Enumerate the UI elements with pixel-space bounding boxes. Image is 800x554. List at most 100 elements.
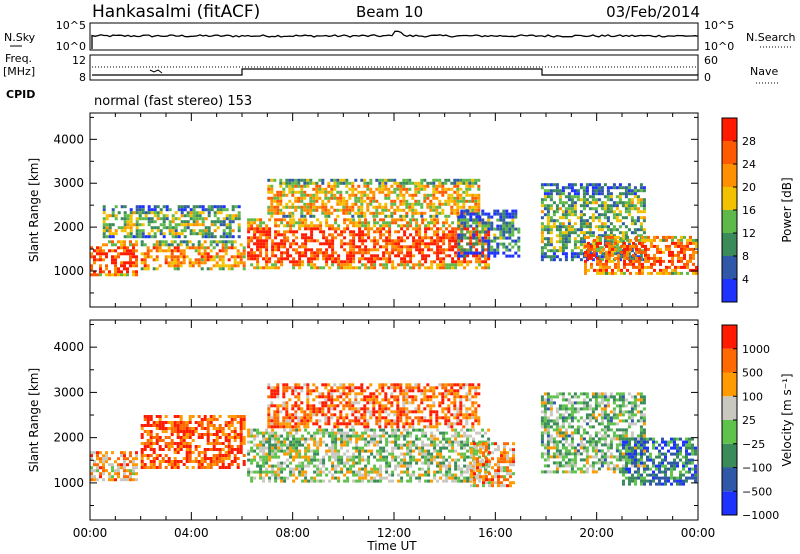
power-cell [363,193,367,197]
power-cell [310,227,314,231]
power-cell [135,270,138,274]
power-cell [378,211,382,215]
power-cell [594,255,598,259]
power-cell [280,263,284,267]
power-cell [316,257,320,261]
power-cell [564,237,568,241]
velocity-cell [334,476,338,480]
power-cell [316,224,320,228]
power-cell [674,265,677,269]
velocity-cell [339,392,343,396]
velocity-cell [140,424,144,427]
power-cell [695,268,698,272]
velocity-cell [274,434,278,438]
power-cell [171,235,175,239]
power-cell [408,208,412,212]
power-cell [606,216,610,220]
velocity-cell [140,460,144,463]
velocity-cell [188,418,192,421]
power-cell [147,235,151,239]
velocity-cell [439,470,443,474]
velocity-cell [351,389,355,393]
velocity-cell [346,440,350,444]
power-cell [474,208,478,212]
power-cell [192,220,196,224]
velocity-cell [262,479,266,483]
power-cell [585,201,589,205]
power-cell [396,184,400,188]
velocity-cell [330,392,334,396]
velocity-cell [313,443,317,447]
power-cell [605,253,608,257]
velocity-cell [292,428,296,432]
velocity-cell [309,416,313,420]
velocity-cell [197,463,201,466]
power-cell [424,266,428,270]
power-cell [630,207,634,211]
power-cell [561,237,565,241]
velocity-cell [385,476,389,480]
power-cell [102,229,106,233]
power-cell [228,226,232,230]
power-cell [602,262,605,266]
power-cell [638,271,641,275]
power-cell [415,263,419,267]
velocity-cell [173,424,177,427]
power-cell [424,227,428,231]
velocity-cell [102,463,105,467]
velocity-cell [170,433,174,436]
velocity-cell [200,424,204,427]
velocity-cell [114,478,117,482]
power-cell [369,187,373,191]
velocity-cell [330,395,334,399]
velocity-cell [454,473,458,477]
power-cell [623,241,626,245]
power-cell [502,209,506,213]
power-cell [321,181,325,185]
power-cell [358,266,362,270]
power-cell [339,190,343,194]
power-cell [454,266,458,270]
power-cell [141,223,145,227]
velocity-cell [176,421,180,424]
power-cell [555,210,559,214]
power-cell [325,248,329,252]
velocity-cell [268,431,272,435]
velocity-cell [382,446,386,450]
velocity-cell [421,446,425,450]
velocity-cell [227,448,231,451]
power-cell [420,202,424,206]
power-cell [447,187,451,191]
power-cell [558,201,562,205]
power-cell [605,256,608,260]
power-cell [662,259,665,263]
power-cell [573,243,577,247]
velocity-cell [373,464,377,468]
power-cell [579,252,583,256]
power-cell [309,214,313,218]
power-cell [647,235,650,239]
velocity-cell [373,431,377,435]
power-cell [623,253,626,257]
power-cell [612,234,616,238]
power-cell [179,249,183,253]
power-cell [469,215,473,219]
power-cell [247,239,251,243]
velocity-cell [291,389,295,393]
power-cell [355,266,359,270]
power-cell [450,181,454,185]
power-cell [149,249,153,253]
power-cell [627,258,631,262]
velocity-cell [385,470,389,474]
power-cell [186,223,190,227]
power-cell [615,207,619,211]
power-cell [206,255,210,259]
velocity-cell [307,437,311,441]
velocity-cell [340,431,344,435]
velocity-cell [466,443,470,447]
power-cell [600,201,604,205]
velocity-cell [340,458,344,462]
velocity-cell [271,473,275,477]
power-cell [322,236,326,240]
power-cell [105,264,108,268]
